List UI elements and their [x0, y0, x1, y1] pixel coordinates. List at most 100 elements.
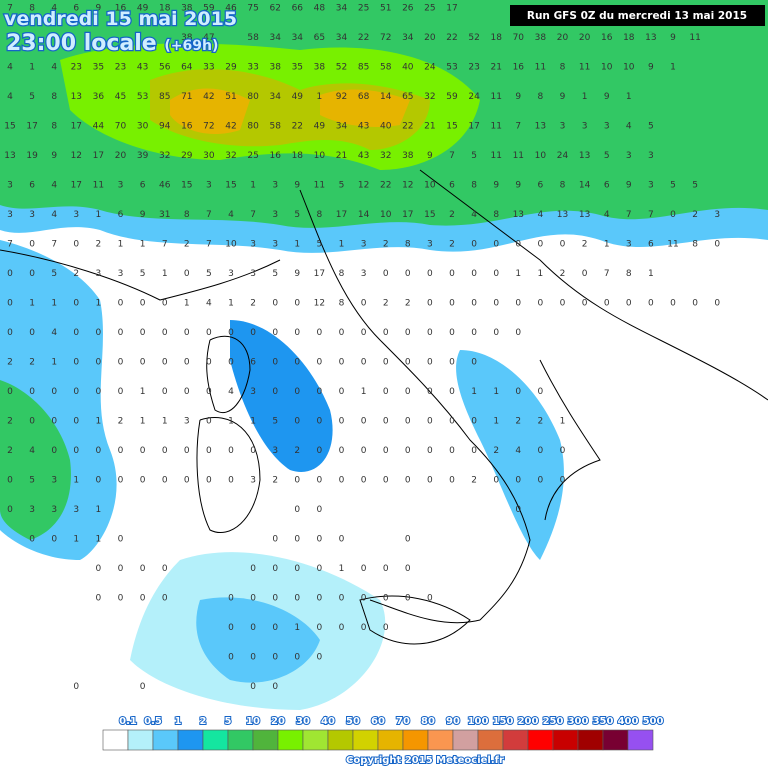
grid-value: 0 — [51, 387, 57, 397]
grid-value: 2 — [449, 240, 455, 250]
precip-area — [456, 350, 564, 560]
grid-value: 3 — [427, 240, 433, 250]
grid-value: 0 — [118, 564, 124, 574]
grid-value: 2 — [96, 240, 102, 250]
grid-value: 0 — [427, 594, 433, 604]
grid-value: 0 — [73, 358, 79, 368]
grid-value: 9 — [515, 92, 521, 102]
legend-swatch — [277, 729, 304, 751]
grid-value: 49 — [292, 92, 304, 102]
grid-value: 0 — [383, 417, 389, 427]
legend-label: 150 — [493, 716, 514, 727]
grid-value: 32 — [424, 92, 435, 102]
grid-value: 0 — [73, 299, 79, 309]
grid-value: 0 — [118, 446, 124, 456]
grid-value: 0 — [515, 240, 521, 250]
grid-value: 32 — [225, 151, 236, 161]
grid-value: 0 — [626, 299, 632, 309]
grid-value: 0 — [471, 299, 477, 309]
grid-value: 8 — [560, 63, 566, 73]
grid-value: 0 — [7, 505, 13, 515]
legend-swatch — [127, 729, 154, 751]
grid-value: 0 — [51, 535, 57, 545]
grid-value: 0 — [471, 358, 477, 368]
grid-value: 30 — [203, 151, 215, 161]
grid-value: 0 — [272, 682, 278, 692]
grid-value: 16 — [115, 4, 127, 14]
grid-value: 0 — [272, 328, 278, 338]
grid-value: 72 — [380, 33, 391, 43]
grid-value: 1 — [294, 623, 300, 633]
grid-value: 9 — [294, 269, 300, 279]
grid-value: 1 — [250, 417, 256, 427]
grid-value: 0 — [228, 358, 234, 368]
grid-value: 0 — [714, 299, 720, 309]
grid-value: 0 — [317, 328, 323, 338]
grid-value: 0 — [449, 476, 455, 486]
grid-value: 0 — [118, 594, 124, 604]
grid-value: 0 — [228, 476, 234, 486]
grid-value: 0 — [339, 446, 345, 456]
grid-value: 0 — [140, 594, 146, 604]
grid-value: 7 — [604, 269, 610, 279]
grid-value: 0 — [427, 358, 433, 368]
grid-value: 1 — [96, 417, 102, 427]
grid-value: 0 — [427, 299, 433, 309]
grid-value: 0 — [184, 269, 190, 279]
grid-value: 0 — [162, 476, 168, 486]
grid-value: 38 — [535, 33, 547, 43]
grid-value: 0 — [228, 594, 234, 604]
grid-value: 0 — [228, 328, 234, 338]
legend-swatch — [452, 729, 479, 751]
grid-value: 1 — [493, 387, 499, 397]
grid-value: 17 — [336, 210, 347, 220]
grid-value: 3 — [250, 269, 256, 279]
grid-value: 3 — [626, 240, 632, 250]
grid-value: 15 — [446, 122, 457, 132]
grid-value: 10 — [380, 210, 392, 220]
grid-value: 5 — [206, 269, 212, 279]
grid-value: 0 — [405, 535, 411, 545]
grid-value: 0 — [162, 594, 168, 604]
grid-value: 5 — [692, 181, 698, 191]
grid-value: 0 — [51, 446, 57, 456]
grid-value: 7 — [449, 151, 455, 161]
grid-value: 3 — [118, 269, 124, 279]
grid-value: 0 — [405, 417, 411, 427]
grid-value: 0 — [317, 623, 323, 633]
grid-value: 17 — [446, 4, 457, 14]
grid-value: 0 — [250, 653, 256, 663]
grid-value: 47 — [203, 33, 214, 43]
grid-value: 0 — [73, 417, 79, 427]
grid-value: 0 — [427, 417, 433, 427]
grid-value: 12 — [402, 181, 413, 191]
grid-value: 64 — [181, 63, 193, 73]
grid-value: 3 — [272, 181, 278, 191]
grid-value: 13 — [71, 92, 82, 102]
grid-value: 0 — [206, 328, 212, 338]
grid-value: 10 — [601, 63, 613, 73]
grid-value: 40 — [402, 63, 414, 73]
grid-value: 4 — [228, 387, 234, 397]
grid-value: 34 — [269, 92, 281, 102]
grid-value: 70 — [115, 122, 127, 132]
grid-value: 68 — [358, 92, 370, 102]
grid-value: 0 — [250, 564, 256, 574]
grid-value: 0 — [140, 446, 146, 456]
grid-value: 0 — [73, 240, 79, 250]
grid-value: 9 — [96, 4, 102, 14]
grid-value: 0 — [648, 299, 654, 309]
grid-value: 52 — [336, 63, 347, 73]
grid-value: 4 — [626, 122, 632, 132]
grid-value: 8 — [51, 92, 57, 102]
grid-value: 0 — [29, 269, 35, 279]
grid-value: 1 — [96, 210, 102, 220]
grid-value: 0 — [383, 387, 389, 397]
grid-value: 13 — [579, 210, 590, 220]
grid-value: 0 — [692, 299, 698, 309]
grid-value: 23 — [468, 63, 479, 73]
grid-value: 2 — [449, 210, 455, 220]
grid-value: 0 — [515, 387, 521, 397]
grid-value: 22 — [446, 33, 457, 43]
